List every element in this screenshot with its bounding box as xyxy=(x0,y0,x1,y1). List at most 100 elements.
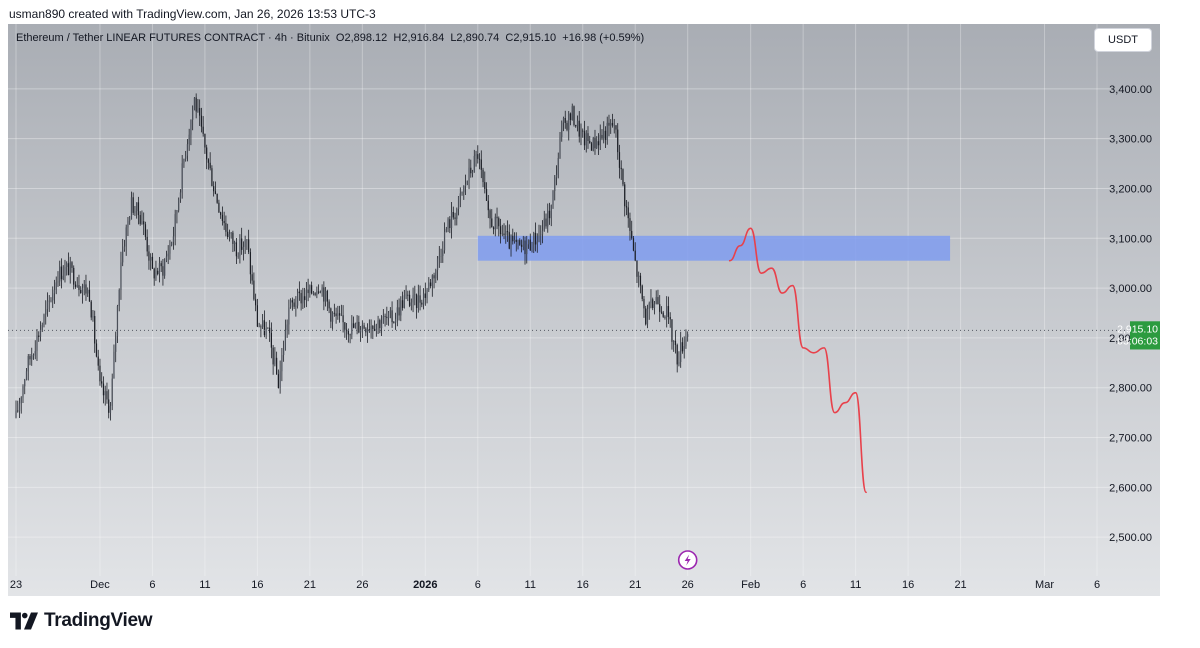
candle-body xyxy=(349,334,351,336)
candle-body xyxy=(380,323,383,329)
candle-body xyxy=(73,267,75,285)
candle-body xyxy=(475,154,477,156)
candle-body xyxy=(305,289,307,301)
brand-name: TradingView xyxy=(44,610,153,631)
candle-body xyxy=(48,300,50,302)
candle-body xyxy=(113,351,115,379)
candle-body xyxy=(412,295,414,303)
candle-body xyxy=(379,320,381,329)
candle-body xyxy=(522,240,524,247)
candle-body xyxy=(174,214,176,237)
candle-body xyxy=(669,316,671,320)
ohlc-close: C2,915.10 xyxy=(505,32,557,44)
candle-body xyxy=(134,211,136,213)
candle-body xyxy=(95,343,98,357)
candle-body xyxy=(473,155,475,172)
candle-body xyxy=(328,301,330,309)
last-price-badge-bg xyxy=(1130,321,1160,350)
x-tick-label: 23 xyxy=(10,579,22,591)
candle-body xyxy=(27,356,29,372)
candle-body xyxy=(258,326,260,328)
candle-body xyxy=(269,327,271,333)
candle-body xyxy=(38,335,40,337)
candle-body xyxy=(536,241,538,245)
candle-body xyxy=(160,263,162,267)
candle-body xyxy=(123,246,126,250)
candle-body xyxy=(547,210,549,227)
candle-body xyxy=(228,233,231,238)
candle-body xyxy=(209,162,211,169)
candle-body xyxy=(200,115,203,127)
candle-body xyxy=(459,193,461,197)
y-tick-label: 2,700.00 xyxy=(1109,433,1152,445)
x-tick-label: 6 xyxy=(800,579,806,591)
candle-body xyxy=(331,312,334,322)
candle-body xyxy=(172,236,175,243)
currency-button[interactable]: USDT xyxy=(1094,28,1152,52)
x-tick-label: 16 xyxy=(251,579,263,591)
candle-body xyxy=(648,303,650,310)
candle-body xyxy=(461,192,463,194)
candle-body xyxy=(230,232,232,234)
candle-body xyxy=(85,284,87,294)
candle-body xyxy=(358,321,360,333)
candle-body xyxy=(681,342,684,352)
ohlc-change: +16.98 (+0.59%) xyxy=(562,32,645,44)
candle-body xyxy=(338,313,341,316)
candle-body xyxy=(309,285,311,294)
lightning-icon-bolt xyxy=(684,554,691,566)
candle-body xyxy=(164,261,166,276)
candle-body xyxy=(130,197,133,220)
candle-body xyxy=(436,258,439,271)
tradingview-logo[interactable]: TradingView xyxy=(10,610,153,632)
candle-body xyxy=(538,234,540,242)
candle-body xyxy=(286,324,288,331)
price-chart[interactable]: 2,500.002,600.002,700.002,800.002,900.00… xyxy=(8,24,1160,596)
candle-body xyxy=(32,355,35,357)
candle-body xyxy=(347,330,349,335)
candle-body xyxy=(419,295,421,303)
candle-body xyxy=(638,275,640,277)
candle-body xyxy=(41,324,43,330)
candle-body xyxy=(237,256,239,257)
candle-body xyxy=(550,205,552,219)
ohlc-low: L2,890.74 xyxy=(450,32,500,44)
candle-body xyxy=(578,120,580,137)
candle-body xyxy=(534,232,537,245)
lightning-icon[interactable] xyxy=(677,550,698,570)
snapshot-layer[interactable] xyxy=(677,550,698,570)
candle-body xyxy=(344,322,346,330)
candle-body xyxy=(153,268,155,279)
candle-body xyxy=(132,197,134,213)
candle-body xyxy=(494,216,496,230)
candle-body xyxy=(176,210,178,215)
candle-body xyxy=(496,216,498,219)
candle-body xyxy=(143,221,145,225)
y-tick-label: 2,500.00 xyxy=(1109,532,1152,544)
chart-panel[interactable]: 2,500.002,600.002,700.002,800.002,900.00… xyxy=(8,24,1160,596)
candle-body xyxy=(20,397,22,404)
zone-layer xyxy=(477,235,951,261)
ohlc-open: O2,898.12 xyxy=(335,32,388,44)
candle-body xyxy=(615,125,617,130)
candle-body xyxy=(352,323,355,328)
candle-body xyxy=(568,113,570,130)
candle-body xyxy=(321,287,323,292)
candle-body xyxy=(111,378,113,406)
candle-body xyxy=(660,311,663,313)
candle-body xyxy=(31,355,33,360)
candle-body xyxy=(610,123,612,126)
candle-body xyxy=(410,302,412,306)
candle-body xyxy=(316,291,318,295)
candle-body xyxy=(242,246,245,250)
candle-body xyxy=(592,137,594,151)
candle-body xyxy=(253,280,255,300)
candle-body xyxy=(604,130,607,141)
candle-body xyxy=(666,306,668,318)
x-tick-label: 16 xyxy=(902,579,914,591)
candle-body xyxy=(288,307,290,325)
candle-body xyxy=(571,106,573,121)
candle-body xyxy=(129,219,131,221)
candle-body xyxy=(15,410,17,418)
candle-body xyxy=(594,137,596,149)
